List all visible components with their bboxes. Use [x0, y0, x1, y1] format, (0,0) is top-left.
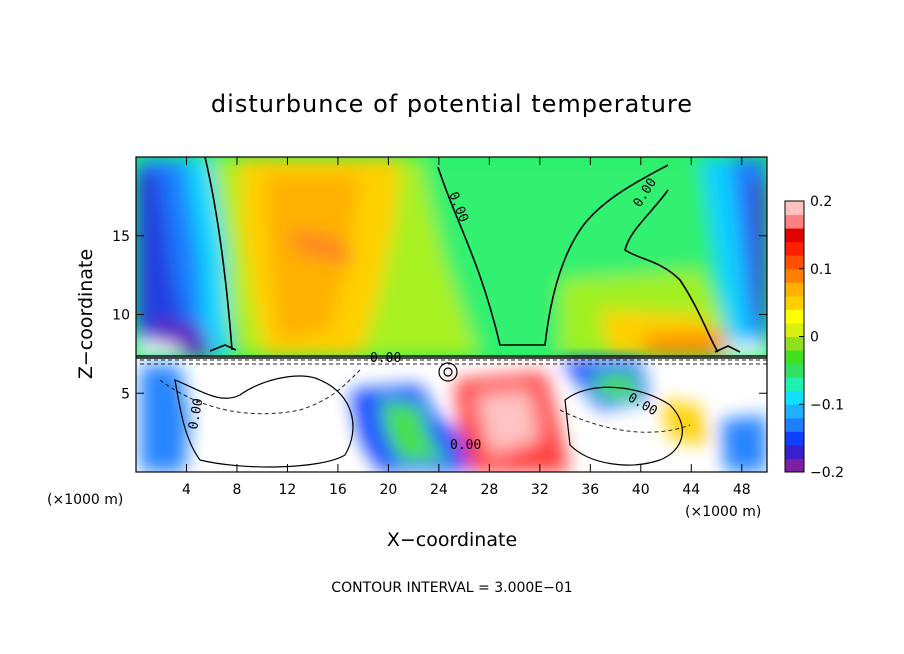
y-axis-title: Z−coordinate: [75, 249, 97, 379]
colorbar: [785, 201, 804, 473]
colorbar-swatch: [785, 363, 804, 378]
colorbar-swatch: [785, 390, 804, 405]
x-tick-label: 48: [733, 482, 751, 498]
contour-interval-note: CONTOUR INTERVAL = 3.000E−01: [331, 580, 572, 596]
colorbar-swatch: [785, 431, 804, 446]
x-tick-label: 20: [379, 482, 397, 498]
x-tick-label: 8: [232, 482, 241, 498]
y-tick-label: 5: [121, 386, 130, 402]
colorbar-tick-label: 0.1: [810, 262, 832, 278]
x-unit-label-right: (×1000 m): [685, 504, 761, 520]
x-tick-label: 16: [329, 482, 347, 498]
colorbar-swatch: [785, 404, 804, 419]
colorbar-swatch: [785, 255, 804, 270]
x-tick-label: 44: [682, 482, 700, 498]
colorbar-swatch: [785, 295, 804, 310]
x-tick-label: 40: [632, 482, 650, 498]
colorbar-swatch: [785, 417, 804, 432]
colorbar-swatch: [785, 268, 804, 283]
x-unit-label: (×1000 m): [47, 492, 123, 508]
x-tick-label: 4: [182, 482, 191, 498]
colorbar-swatch: [785, 228, 804, 243]
heatmap-field: [136, 157, 767, 472]
colorbar-tick-label: −0.1: [810, 397, 844, 413]
colorbar-swatch: [785, 241, 804, 256]
colorbar-swatch: [785, 282, 804, 297]
colorbar-swatch: [785, 444, 804, 459]
colorbar-tick-label: 0.2: [810, 194, 832, 210]
x-tick-label: 12: [279, 482, 297, 498]
x-tick-label: 28: [480, 482, 498, 498]
colorbar-swatch: [785, 350, 804, 365]
y-tick-label: 15: [112, 229, 130, 245]
colorbar-swatch: [785, 336, 804, 351]
colorbar-tick-label: −0.2: [810, 465, 844, 481]
colorbar-axis: 0.2 0.1 0 −0.1 −0.2: [799, 194, 844, 481]
colorbar-swatch: [785, 377, 804, 392]
x-axis-title: X−coordinate: [387, 529, 517, 551]
x-tick-label: 36: [581, 482, 599, 498]
colorbar-tick-label: 0: [810, 330, 819, 346]
colorbar-swatch: [785, 214, 804, 229]
x-axis: 4 8 12 16 20 24 28 32 36 40 44 48: [182, 157, 751, 498]
contour-label: 0.00: [450, 438, 481, 453]
colorbar-swatch: [785, 458, 804, 473]
chart-title: disturbunce of potential temperature: [211, 90, 693, 118]
colorbar-swatch: [785, 309, 804, 324]
colorbar-swatch: [785, 201, 804, 216]
y-tick-label: 10: [112, 308, 130, 324]
colorbar-swatch: [785, 322, 804, 337]
x-tick-label: 32: [531, 482, 549, 498]
contour-label: 0.00: [370, 351, 401, 366]
x-tick-label: 24: [430, 482, 448, 498]
y-axis: 5 10 15: [112, 229, 767, 402]
contour-label: 0.00: [186, 397, 206, 430]
